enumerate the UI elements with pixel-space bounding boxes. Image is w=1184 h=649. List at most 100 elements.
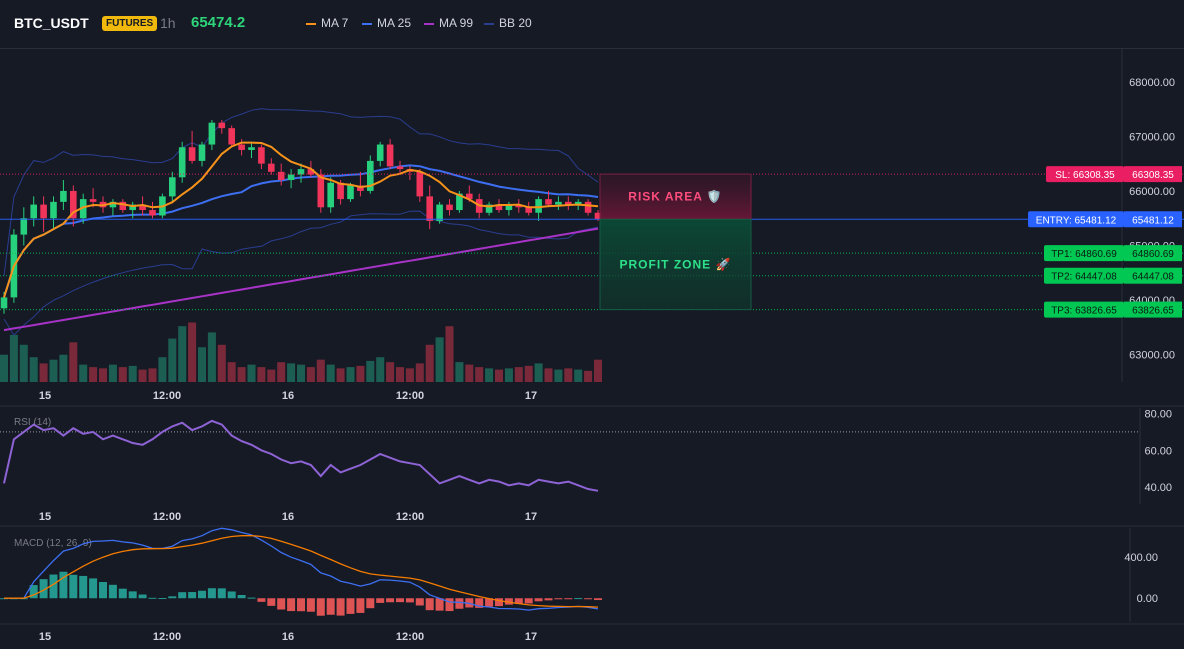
volume-bar [247,364,256,382]
volume-bar [475,367,484,382]
level-value-sl: 66308.35 [1132,170,1174,181]
time-axis-tick: 16 [282,631,294,643]
candle-body [79,199,87,219]
candle-body [287,174,295,181]
volume-bar [128,365,137,382]
macd-histogram-bar [425,598,434,611]
time-axis-tick: 16 [282,390,294,402]
candle-body [30,204,37,219]
volume-bar [435,337,444,382]
volume-bar [178,326,187,382]
macd-axis-tick: 400.00 [1124,552,1158,564]
candle-body [416,171,424,197]
candle-body [139,204,146,211]
profit-zone [599,218,752,311]
candle-body [495,204,503,211]
candle-body [129,204,136,211]
volume-bar [29,357,38,382]
ma7-swatch-icon [306,22,316,25]
macd-histogram-bar [574,598,583,600]
volume-bar [594,359,602,382]
volume-bar [574,369,583,382]
macd-histogram-bar [514,598,523,604]
macd-histogram-bar [128,591,137,599]
level-tag-bg-tp3 [1044,301,1124,318]
timeframe-label[interactable]: 1h [160,15,176,31]
macd-histogram-bar [366,598,375,609]
macd-histogram-bar [485,598,494,607]
macd-histogram-bar [267,598,276,606]
macd-histogram-bar [217,588,226,599]
volume-bar [584,370,593,382]
volume-bar [455,362,464,382]
level-tag-entry: ENTRY: 65481.12 [1036,215,1117,226]
macd-histogram-bar [227,591,236,599]
macd-histogram-bar [455,598,464,609]
legend-ma25[interactable]: MA 25 [362,16,411,30]
macd-histogram-bar [405,598,414,603]
candle-body [307,169,315,175]
ma99-swatch-icon [424,22,434,25]
bb-lower-line [3,210,599,336]
volume-bar [405,368,414,382]
legend-ma7[interactable]: MA 7 [306,16,348,30]
candle-body [565,201,572,205]
candle-body [297,169,305,175]
macd-histogram-bar [69,574,78,599]
volume-bar [277,362,286,382]
volume-bar [39,363,48,382]
candle-body [277,171,285,181]
candle-body [70,190,77,219]
candle-body [376,144,384,161]
macd-histogram-bar [306,598,315,612]
level-value-tp1: 64860.69 [1132,249,1174,260]
legend-ma99[interactable]: MA 99 [424,16,473,30]
candle-body [347,185,354,200]
volume-bar [336,368,345,382]
macd-histogram-bar [257,598,266,602]
macd-histogram-bar [178,592,187,599]
candle-body [337,182,344,200]
macd-histogram-bar [297,598,305,612]
candle-body [238,144,245,150]
macd-histogram-bar [326,598,335,615]
level-tag-tp1: TP1: 64860.69 [1051,249,1117,260]
volume-bar [99,368,107,382]
candle-body [60,190,67,202]
level-tag-tp2: TP2: 64447.08 [1051,272,1117,283]
time-axis-tick: 15 [39,390,51,402]
level-value-entry: 65481.12 [1132,215,1174,226]
candle-body [188,147,196,161]
candle-body [50,201,57,219]
macd-histogram-bar [198,590,206,599]
volume-bar [0,354,8,382]
volume-bar [495,369,503,382]
volume-bar [138,369,147,382]
candle-body [218,122,226,129]
macd-histogram-bar [435,598,444,611]
legend-bb20[interactable]: BB 20 [484,16,532,30]
macd-histogram-bar [89,578,98,599]
candle-body [584,201,592,213]
volume-bar [168,338,177,382]
time-axis-tick: 17 [525,511,537,523]
level-tag-sl: SL: 66308.35 [1055,170,1115,181]
macd-histogram-bar [594,598,602,601]
macd-panel-label: MACD (12, 26, 9) [14,538,92,549]
symbol-name[interactable]: BTC_USDT [14,15,89,31]
volume-bar [396,367,404,382]
macd-histogram-bar [247,597,256,599]
volume-bar [386,362,395,382]
level-value-tp2: 64447.08 [1132,272,1174,283]
level-tag-bg-tp2 [1044,267,1124,284]
candle-body [535,199,542,213]
candle-body [386,144,394,167]
macd-histogram-bar [188,592,197,599]
level-value-bg-sl [1124,166,1182,183]
volume-bar [49,359,58,382]
candle-body [0,297,8,309]
candle-body [258,147,265,164]
time-axis-tick: 16 [282,511,294,523]
volume-bar [514,367,523,382]
